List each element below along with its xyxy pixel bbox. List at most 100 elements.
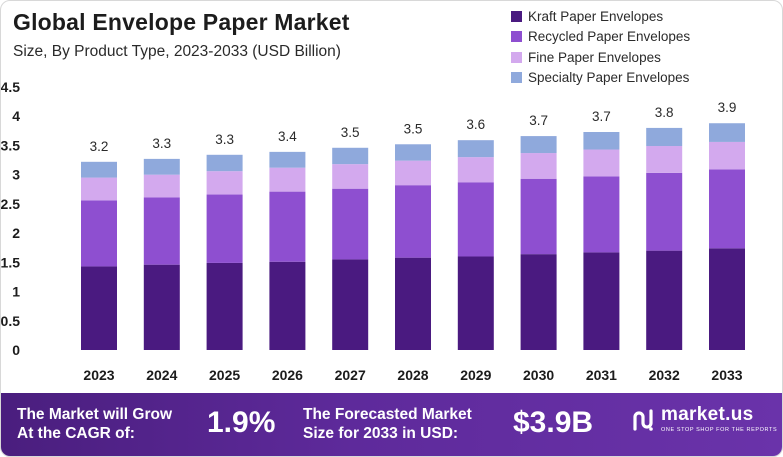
bar-segment-specialty-paper-envelopes [457,140,494,158]
forecast-label: The Forecasted Market Size for 2033 in U… [303,406,472,442]
x-tick-label: 2029 [460,367,491,383]
cagr-label: The Market will Grow At the CAGR of: [17,406,173,442]
bar-segment-specialty-paper-envelopes [332,147,369,165]
chart-legend: Kraft Paper Envelopes Recycled Paper Env… [511,6,690,88]
bar-segment-specialty-paper-envelopes [520,136,557,154]
legend-label-kraft: Kraft Paper Envelopes [528,8,664,24]
bar-total-label: 3.7 [529,113,548,128]
legend-label-specialty: Specialty Paper Envelopes [528,70,690,86]
x-tick-label: 2030 [523,367,554,383]
x-tick-label: 2033 [711,367,742,383]
brand: market.us ONE STOP SHOP FOR THE REPORTS [661,404,777,433]
legend-label-recycled: Recycled Paper Envelopes [528,29,691,45]
y-tick-label: 2 [12,225,20,241]
bar-total-label: 3.8 [655,105,674,120]
bar-segment-recycled-paper-envelopes [520,178,557,255]
bar-total-label: 3.2 [90,139,109,154]
legend-item-fine: Fine Paper Envelopes [511,47,690,68]
chart-subtitle: Size, By Product Type, 2023-2033 (USD Bi… [13,43,341,60]
y-tick-label: 4.5 [1,79,20,95]
x-tick-label: 2027 [335,367,366,383]
bar-total-label: 3.3 [215,132,234,147]
bar-total-label: 3.6 [466,117,485,132]
footer-banner: The Market will Grow At the CAGR of: 1.9… [1,393,782,456]
bar-segment-kraft-paper-envelopes [709,248,745,350]
bar-segment-kraft-paper-envelopes [583,252,620,350]
y-tick-label: 0 [12,342,20,358]
bar-segment-recycled-paper-envelopes [81,200,117,267]
legend-swatch-fine [511,51,522,63]
y-tick-label: 3.5 [1,137,20,153]
bar-segment-kraft-paper-envelopes [332,259,369,350]
bar-segment-specialty-paper-envelopes [81,161,117,178]
bar-segment-kraft-paper-envelopes [520,254,557,350]
bar-segment-recycled-paper-envelopes [709,169,745,249]
forecast-value: $3.9B [513,406,594,439]
bar-segment-kraft-paper-envelopes [143,264,180,350]
y-tick-label: 2.5 [1,196,20,212]
legend-label-fine: Fine Paper Envelopes [528,49,661,65]
y-tick-label: 1 [12,284,20,300]
bar-total-label: 3.5 [404,121,423,136]
x-tick-label: 2028 [397,367,428,383]
legend-swatch-specialty [511,72,522,84]
bar-segment-fine-paper-envelopes [457,157,494,183]
bar-segment-kraft-paper-envelopes [646,250,683,350]
bar-total-label: 3.5 [341,125,360,140]
bar-segment-fine-paper-envelopes [81,177,117,201]
bar-segment-fine-paper-envelopes [583,149,620,177]
bar-segment-recycled-paper-envelopes [332,188,369,260]
brand-name: market.us [661,404,754,425]
bar-segment-fine-paper-envelopes [520,153,557,179]
stacked-bar-chart: 0 0.5 1 1.5 2 2.5 3 3.5 4 4.5 3.2 2023 3.3 2024 3.3 202… [1,79,745,383]
cagr-value: 1.9% [207,406,276,439]
legend-item-specialty: Specialty Paper Envelopes [511,68,690,89]
bar-segment-kraft-paper-envelopes [395,257,431,350]
chart-title: Global Envelope Paper Market [13,9,350,35]
bar-segment-fine-paper-envelopes [709,141,745,170]
bar-segment-kraft-paper-envelopes [81,266,117,350]
x-tick-label: 2031 [586,367,617,383]
bar-segment-recycled-paper-envelopes [395,185,431,258]
y-tick-label: 0.5 [1,313,20,329]
brand-tagline: ONE STOP SHOP FOR THE REPORTS [661,427,778,433]
y-tick-label: 4 [12,108,20,124]
bar-segment-kraft-paper-envelopes [206,262,243,350]
bar-total-label: 3.4 [278,129,297,144]
legend-item-recycled: Recycled Paper Envelopes [511,27,690,48]
bar-segment-specialty-paper-envelopes [143,158,180,175]
bar-segment-fine-paper-envelopes [395,160,431,186]
bar-segment-fine-paper-envelopes [143,174,180,198]
x-tick-label: 2025 [209,367,240,383]
bar-segment-recycled-paper-envelopes [457,182,494,257]
bar-segment-specialty-paper-envelopes [646,127,683,147]
bar-segment-recycled-paper-envelopes [583,176,620,253]
x-tick-label: 2032 [649,367,680,383]
bar-segment-recycled-paper-envelopes [269,191,306,262]
bar-segment-recycled-paper-envelopes [206,194,243,263]
bar-segment-fine-paper-envelopes [206,171,243,195]
bar-total-label: 3.9 [718,100,737,115]
x-tick-label: 2024 [146,367,177,383]
x-tick-label: 2026 [272,367,303,383]
bar-segment-specialty-paper-envelopes [269,151,306,168]
bar-total-label: 3.7 [592,109,611,124]
x-tick-label: 2023 [83,367,114,383]
bar-segment-kraft-paper-envelopes [269,261,306,350]
legend-swatch-recycled [511,31,522,43]
y-tick-label: 1.5 [1,254,20,270]
market-us-logo-icon [633,409,653,431]
y-tick-label: 3 [12,167,20,183]
bar-segment-specialty-paper-envelopes [206,154,243,172]
bar-segment-kraft-paper-envelopes [457,256,494,350]
bar-segment-fine-paper-envelopes [646,146,683,173]
bar-segment-specialty-paper-envelopes [709,123,745,142]
legend-swatch-kraft [511,10,522,22]
bar-segment-specialty-paper-envelopes [395,144,431,161]
bar-segment-fine-paper-envelopes [269,167,306,192]
bar-segment-specialty-paper-envelopes [583,132,620,150]
bar-segment-recycled-paper-envelopes [143,197,180,265]
legend-item-kraft: Kraft Paper Envelopes [511,6,690,27]
bar-segment-fine-paper-envelopes [332,164,369,189]
